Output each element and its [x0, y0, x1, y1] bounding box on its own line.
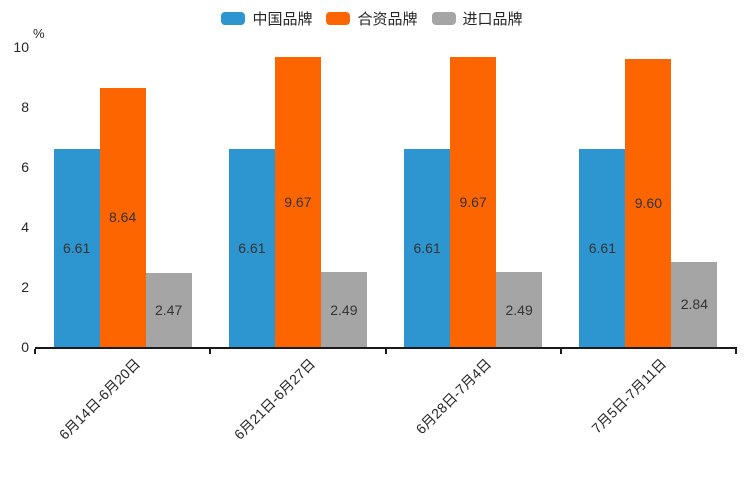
- legend-label: 中国品牌: [252, 11, 313, 28]
- x-axis-line: [35, 347, 737, 349]
- x-axis-category-label: 6月28日-7月4日: [412, 355, 494, 438]
- bar-value-label: 9.60: [634, 195, 662, 211]
- bar-value-label: 9.67: [459, 193, 487, 210]
- bar-value-label: 6.61: [588, 239, 616, 256]
- y-tick-label: 10: [13, 39, 29, 55]
- bar: 2.49: [496, 272, 543, 347]
- legend-item-0: 中国品牌: [221, 8, 312, 29]
- x-tick-mark: [209, 349, 212, 354]
- x-axis-category-label: 6月21日-6月27日: [231, 355, 319, 443]
- legend-item-2: 进口品牌: [431, 8, 523, 29]
- bar-value-label: 6.61: [238, 239, 266, 256]
- legend-label: 进口品牌: [462, 11, 523, 28]
- x-axis-category-label: 7月5日-7月11日: [588, 355, 670, 437]
- chart-legend: 中国品牌 合资品牌 进口品牌: [0, 8, 744, 29]
- bar-value-label: 8.64: [109, 209, 137, 226]
- bar: 2.84: [671, 261, 718, 347]
- bar: 2.47: [145, 272, 192, 347]
- bar: 6.61: [228, 148, 275, 347]
- y-tick-label: 6: [21, 159, 29, 175]
- x-axis-category-label: 6月14日-6月20日: [56, 355, 144, 443]
- legend-swatch-icon: [326, 12, 351, 25]
- bar: 6.61: [579, 148, 626, 347]
- y-tick-label: 8: [21, 99, 29, 115]
- bar: 9.60: [625, 59, 672, 347]
- bar: 9.67: [450, 56, 497, 347]
- x-tick-mark: [384, 349, 387, 354]
- bar: 8.64: [99, 87, 146, 347]
- legend-item-1: 合资品牌: [326, 8, 418, 29]
- plot-area: 6.61 8.64 2.47 6.61 9.67 2.49 6.61 9.67 2.49 6.61…: [35, 47, 736, 347]
- y-tick-label: 2: [21, 279, 29, 295]
- x-tick-mark: [559, 349, 562, 354]
- x-tick-mark: [34, 349, 36, 354]
- bar-value-label: 2.47: [155, 301, 183, 318]
- bar-value-label: 6.61: [413, 239, 441, 256]
- y-tick-label: 4: [21, 219, 29, 235]
- bar-value-label: 2.49: [330, 301, 358, 318]
- bar-value-label: 2.84: [680, 296, 708, 313]
- y-tick-label: 0: [21, 339, 29, 355]
- legend-label: 合资品牌: [357, 11, 418, 28]
- legend-swatch-icon: [431, 12, 456, 25]
- legend-swatch-icon: [221, 12, 246, 25]
- bar: 6.61: [53, 148, 100, 347]
- bar: 9.67: [274, 56, 321, 347]
- y-axis-unit-label: %: [33, 26, 45, 41]
- bar: 2.49: [320, 272, 367, 347]
- bar-value-label: 2.49: [505, 301, 533, 318]
- bar-value-label: 6.61: [63, 239, 91, 256]
- bar: 6.61: [404, 148, 451, 347]
- x-tick-mark: [735, 349, 737, 354]
- bar-value-label: 9.67: [284, 193, 312, 210]
